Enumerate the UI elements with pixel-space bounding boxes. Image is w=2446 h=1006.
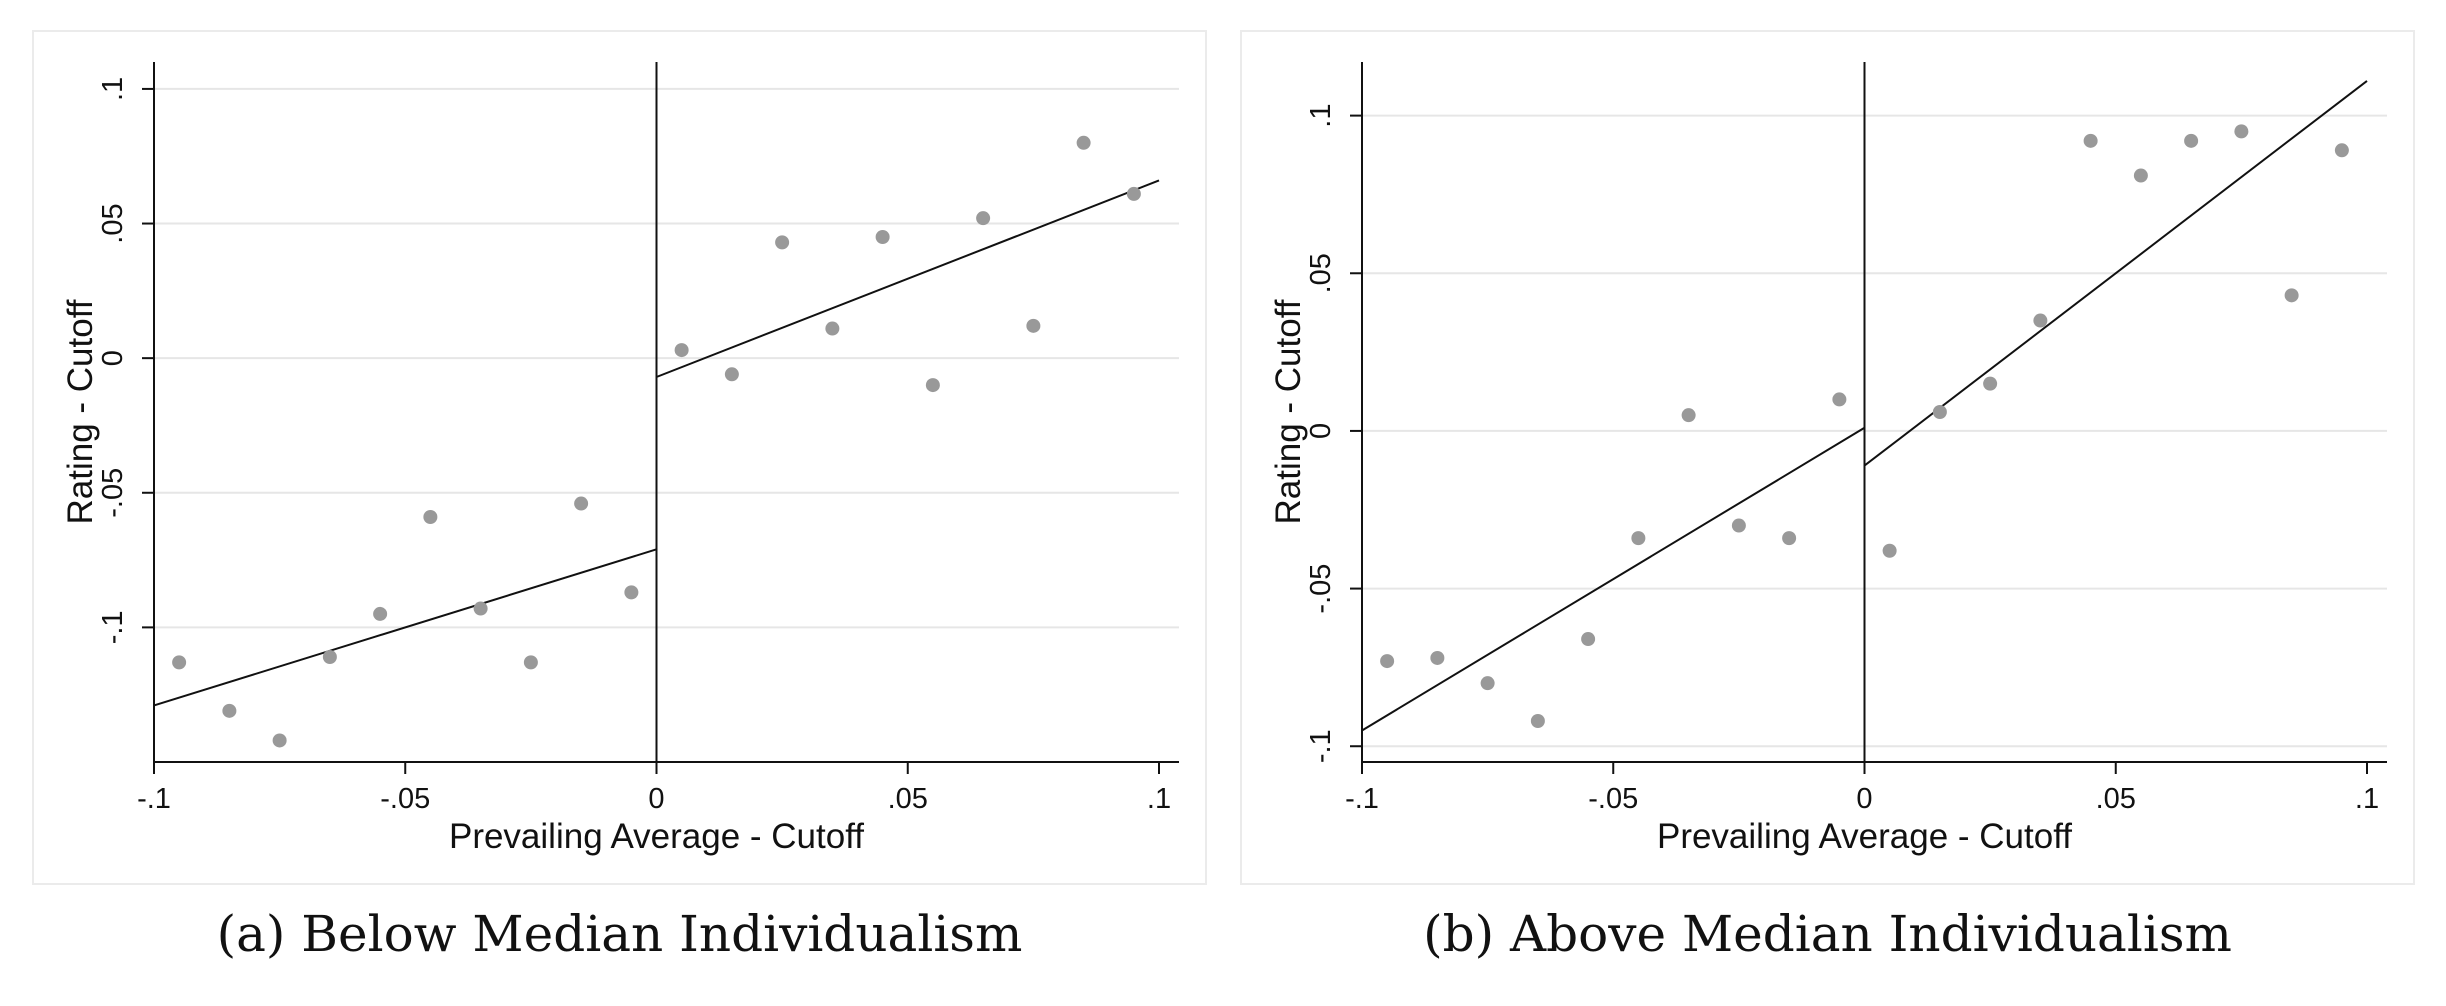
- chart-a-point-8: [574, 496, 589, 511]
- chart-a-point-6: [473, 601, 488, 616]
- chart-b-point-0: [1380, 654, 1395, 669]
- chart-b-point-13: [2033, 313, 2048, 328]
- chart-panel-b: -.1 -.05 0 .05 .1 -.1 -.05 0 .05 .1 Prevailing Ave…: [1240, 30, 2415, 885]
- chart-a-point-16: [976, 211, 991, 226]
- chart-b-y-tick-label-0: -.1: [1305, 729, 1337, 763]
- chart-b-x-axis-label: Prevailing Average - Cutoff: [1657, 817, 2072, 856]
- chart-a-x-tick-label-1: -.05: [380, 783, 430, 815]
- chart-b-point-3: [1530, 714, 1545, 729]
- chart-b-point-2: [1480, 676, 1495, 691]
- chart-b-point-10: [1882, 543, 1897, 558]
- chart-b-point-15: [2133, 168, 2148, 183]
- scatter-plot-b: -.1 -.05 0 .05 .1 -.1 -.05 0 .05 .1 Prevailing Ave…: [1269, 62, 2387, 856]
- chart-a-x-tick-label-0: -.1: [137, 783, 171, 815]
- chart-a-fit-line-0: [153, 548, 657, 707]
- chart-b-point-16: [2184, 133, 2199, 148]
- chart-a-point-1: [222, 703, 237, 718]
- chart-a-point-7: [523, 655, 538, 670]
- chart-b-point-18: [2284, 288, 2299, 303]
- chart-a-point-3: [322, 650, 337, 664]
- chart-a-point-19: [1126, 186, 1141, 201]
- chart-b-point-19: [2334, 143, 2349, 158]
- caption-b: (b) Above Median Individualism: [1423, 905, 2232, 963]
- chart-b-x-tick-label-4: .1: [2355, 783, 2379, 815]
- chart-b-point-11: [1932, 405, 1947, 419]
- chart-panel-a: -.1 -.05 0 .05 .1 -.1 -.05 0 .05 .1 Prevailing Ave…: [32, 30, 1207, 885]
- chart-a-y-tick-label-1: -.05: [97, 468, 129, 518]
- caption-a: (a) Below Median Individualism: [216, 905, 1023, 963]
- chart-b-point-17: [2234, 124, 2249, 139]
- chart-b-point-9: [1832, 392, 1847, 407]
- chart-a-y-tick-label-3: .05: [97, 203, 129, 243]
- chart-a-point-15: [925, 378, 940, 393]
- chart-a-point-10: [674, 343, 689, 358]
- chart-a-point-4: [373, 606, 388, 621]
- chart-a-y-tick-label-0: -.1: [97, 610, 129, 644]
- chart-b-fit-line-0: [1361, 426, 1866, 732]
- chart-a-point-2: [272, 733, 287, 748]
- chart-a-y-tick-label-2: 0: [97, 350, 129, 366]
- chart-b-x-tick-label-1: -.05: [1588, 783, 1638, 815]
- chart-a-x-tick-label-4: .1: [1147, 783, 1171, 815]
- chart-a-point-9: [624, 585, 639, 600]
- chart-b-point-6: [1681, 408, 1696, 423]
- scatter-plot-a: -.1 -.05 0 .05 .1 -.1 -.05 0 .05 .1 Prevailing Ave…: [61, 62, 1179, 856]
- chart-b-point-8: [1782, 531, 1797, 546]
- chart-a-y-tick-label-4: .1: [97, 77, 129, 101]
- chart-a-point-17: [1026, 318, 1041, 333]
- chart-a-point-12: [775, 235, 790, 250]
- chart-a-point-0: [172, 655, 187, 670]
- chart-a-point-18: [1076, 135, 1091, 150]
- chart-b-y-tick-label-1: -.05: [1305, 564, 1337, 614]
- chart-a-x-tick-label-3: .05: [888, 783, 928, 815]
- chart-b-point-12: [1983, 376, 1998, 391]
- chart-a-point-11: [724, 367, 739, 382]
- chart-b-x-tick-label-0: -.1: [1345, 783, 1379, 815]
- chart-a-y-axis-label: Rating - Cutoff: [61, 299, 100, 524]
- chart-b-point-5: [1631, 531, 1646, 546]
- chart-b-point-7: [1731, 518, 1746, 533]
- chart-a-x-axis-label: Prevailing Average - Cutoff: [449, 817, 864, 856]
- chart-a-x-tick-label-2: 0: [648, 783, 664, 815]
- chart-b-point-14: [2083, 133, 2098, 148]
- chart-a-point-5: [423, 510, 438, 524]
- chart-b-y-axis-label: Rating - Cutoff: [1269, 299, 1308, 524]
- chart-b-fit-line-1: [1863, 80, 2368, 467]
- chart-b-x-tick-label-2: 0: [1856, 783, 1872, 815]
- chart-a-fit-line-1: [656, 179, 1160, 378]
- chart-a-point-14: [875, 230, 890, 244]
- chart-b-point-1: [1430, 650, 1445, 665]
- chart-b-y-tick-label-4: .1: [1305, 104, 1337, 128]
- chart-b-x-tick-label-3: .05: [2096, 783, 2136, 815]
- chart-b-y-tick-label-3: .05: [1305, 253, 1337, 293]
- chart-b-y-tick-label-2: 0: [1305, 423, 1337, 439]
- chart-a-point-13: [825, 321, 840, 336]
- chart-b-point-4: [1581, 632, 1596, 647]
